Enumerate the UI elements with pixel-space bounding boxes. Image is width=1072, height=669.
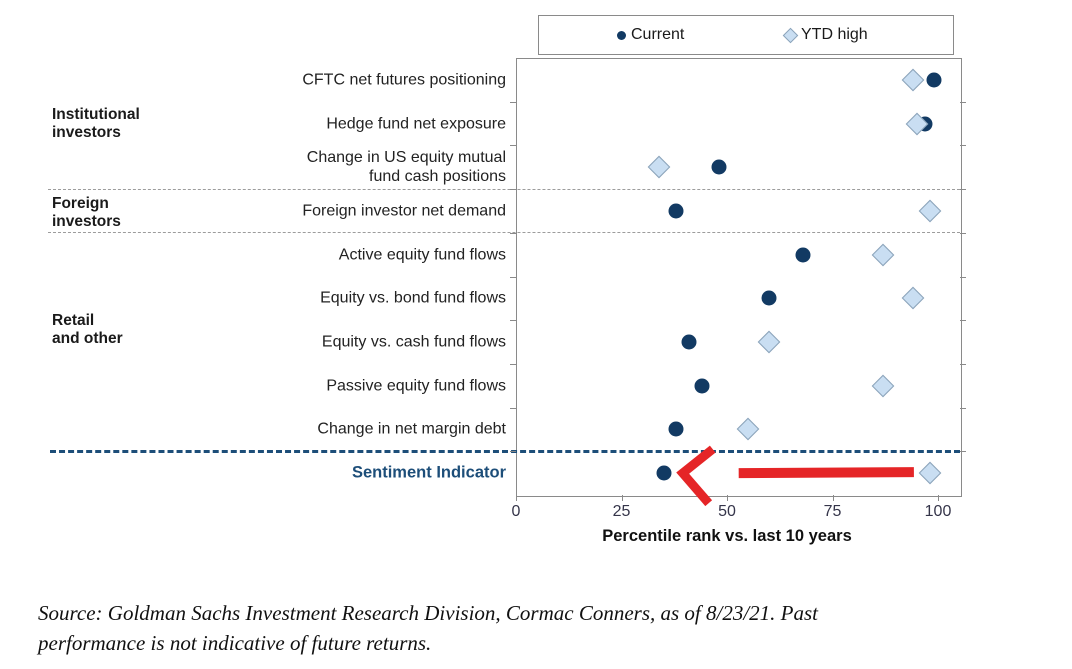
y-tick <box>960 145 966 147</box>
y-tick <box>960 232 966 234</box>
legend-item-current: Current <box>617 16 684 54</box>
row-label: Change in net margin debt <box>317 420 506 438</box>
x-tick <box>621 495 623 501</box>
group-label: Institutional investors <box>52 105 140 141</box>
y-tick <box>510 232 516 234</box>
plot-area <box>516 58 962 497</box>
group-label: Foreign investors <box>52 194 121 230</box>
x-tick <box>832 495 834 501</box>
y-tick <box>960 276 966 278</box>
x-tick-label: 50 <box>718 503 736 520</box>
y-tick <box>960 407 966 409</box>
source-note: Source: Goldman Sachs Investment Researc… <box>38 601 819 655</box>
row-label: Equity vs. bond fund flows <box>320 289 506 307</box>
y-tick <box>510 407 516 409</box>
x-tick <box>516 495 517 501</box>
row-label: Sentiment Indicator <box>351 463 506 482</box>
y-tick <box>960 101 966 103</box>
x-tick-label: 75 <box>823 503 842 520</box>
y-tick <box>960 189 966 191</box>
current-dot-marker <box>694 378 710 394</box>
legend-item-ytd-high: YTD high <box>782 16 868 54</box>
group-divider <box>48 232 960 234</box>
row-label: Active equity fund flows <box>338 246 506 264</box>
x-tick-label: 0 <box>511 503 521 520</box>
y-tick <box>510 363 516 365</box>
x-axis-title: Percentile rank vs. last 10 years <box>602 527 852 545</box>
row-label: Hedge fund net exposure <box>326 115 506 133</box>
y-tick <box>960 320 966 322</box>
x-tick <box>727 495 728 501</box>
current-dot-marker <box>668 421 684 437</box>
current-dot-marker <box>761 290 777 306</box>
current-dot-marker <box>656 465 672 481</box>
sentiment-divider <box>50 449 960 453</box>
current-dot-marker <box>795 247 811 263</box>
current-dot-marker <box>926 72 942 88</box>
group-label: Retail and other <box>52 312 123 348</box>
row-label: Equity vs. cash fund flows <box>321 333 506 351</box>
y-tick <box>510 189 516 191</box>
legend-label-current: Current <box>631 26 685 43</box>
ytd-high-diamond-icon <box>782 27 799 43</box>
current-dot-icon <box>617 30 626 40</box>
row-label: CFTC net futures positioning <box>302 71 506 89</box>
y-tick <box>510 101 516 103</box>
y-tick <box>510 276 516 278</box>
legend: Current YTD high <box>538 15 954 55</box>
y-tick <box>510 451 516 453</box>
y-tick <box>960 363 966 365</box>
group-divider <box>48 188 960 190</box>
legend-label-ytd-high: YTD high <box>801 26 868 43</box>
y-tick <box>960 451 966 453</box>
x-tick-label: 100 <box>924 503 952 520</box>
row-label: Passive equity fund flows <box>326 377 506 395</box>
row-label: Change in US equity mutual fund cash pos… <box>306 149 506 186</box>
current-dot-marker <box>711 159 727 175</box>
current-dot-marker <box>681 334 697 350</box>
x-tick-label: 25 <box>612 503 631 520</box>
y-tick <box>510 320 516 322</box>
row-label: Foreign investor net demand <box>302 202 506 220</box>
y-tick <box>510 145 516 147</box>
current-dot-marker <box>668 203 684 219</box>
x-tick <box>938 495 939 501</box>
